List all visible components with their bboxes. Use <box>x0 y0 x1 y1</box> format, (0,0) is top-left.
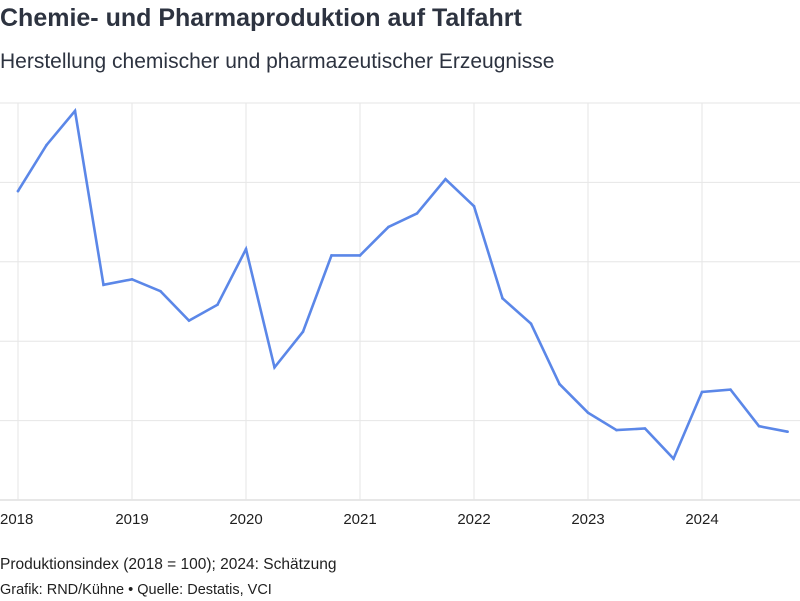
x-tick-label: 2022 <box>457 511 490 528</box>
data-point <box>757 424 761 428</box>
data-point <box>130 277 134 281</box>
data-point <box>16 189 20 193</box>
data-point <box>415 212 419 215</box>
data-point <box>358 254 362 257</box>
x-tick-label: 2021 <box>343 511 376 528</box>
data-point <box>45 143 48 147</box>
chart-title: Chemie- und Pharmaproduktion auf Talfahr… <box>0 4 522 32</box>
data-point <box>672 457 675 461</box>
data-point <box>729 388 732 391</box>
credit-source: Quelle: Destatis, VCI <box>137 582 272 598</box>
x-tick-label: 2024 <box>685 511 718 528</box>
series-layer <box>16 107 789 462</box>
data-point <box>387 225 390 229</box>
credit-separator: • <box>128 582 134 598</box>
data-point <box>786 430 789 434</box>
x-tick-label: 2019 <box>115 511 148 528</box>
x-tick-label: 2020 <box>229 511 262 528</box>
data-point <box>700 390 704 394</box>
data-point <box>643 427 647 430</box>
x-tick-label: 2018 <box>0 511 33 528</box>
x-axis-ticks: 2018 2019 2020 2021 2022 2023 2024 <box>0 511 719 528</box>
chart-note: Produktionsindex (2018 = 100); 2024: Sch… <box>0 556 337 573</box>
data-point <box>558 382 561 386</box>
grid-lines <box>0 102 800 501</box>
data-point <box>216 303 219 306</box>
data-point <box>529 322 533 326</box>
data-point <box>73 109 77 113</box>
data-point <box>615 428 618 432</box>
data-point <box>244 247 248 251</box>
chart-subtitle: Herstellung chemischer und pharmazeutisc… <box>0 50 555 73</box>
series-line <box>16 107 789 462</box>
data-point <box>444 177 447 181</box>
data-point <box>586 411 590 414</box>
data-point <box>472 204 476 208</box>
data-point <box>301 330 305 333</box>
data-point <box>501 297 504 300</box>
line-chart: 2018 2019 2020 2021 2022 2023 2024 <box>0 102 800 528</box>
data-point <box>187 319 191 322</box>
data-point <box>102 283 105 287</box>
data-point <box>273 366 276 369</box>
chart-credit: Grafik: RND/Kühne • Quelle: Destatis, VC… <box>0 582 272 598</box>
data-point <box>330 254 333 257</box>
x-tick-label: 2023 <box>571 511 604 528</box>
credit-author: Grafik: RND/Kühne <box>0 582 125 598</box>
data-point <box>159 289 162 293</box>
